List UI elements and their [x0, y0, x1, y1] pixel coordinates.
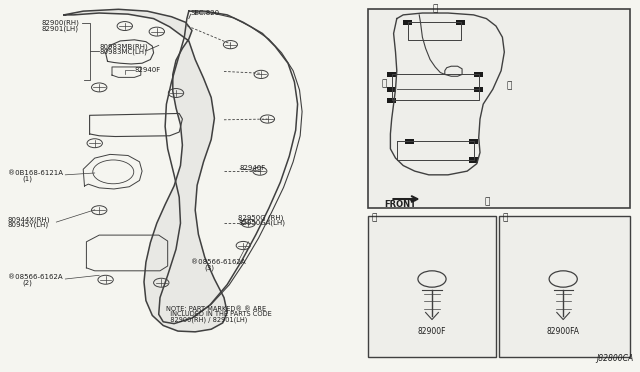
- Bar: [368, 216, 496, 357]
- Text: ®0B168-6121A: ®0B168-6121A: [8, 170, 63, 176]
- Text: FRONT: FRONT: [384, 200, 416, 209]
- Text: Ⓑ: Ⓑ: [485, 197, 490, 206]
- Text: NOTE: PART MARKED® ® ARE: NOTE: PART MARKED® ® ARE: [166, 306, 266, 312]
- Text: 82900(RH): 82900(RH): [42, 20, 79, 26]
- Text: INCLUDED IN THE PARTS CODE: INCLUDED IN THE PARTS CODE: [166, 311, 272, 317]
- Bar: [368, 9, 630, 208]
- Bar: [499, 216, 630, 357]
- Text: Ⓑ: Ⓑ: [507, 81, 512, 90]
- Bar: [403, 20, 412, 25]
- Bar: [469, 157, 478, 163]
- Text: ®08566-6162A: ®08566-6162A: [8, 274, 62, 280]
- Text: 82900FA: 82900FA: [547, 327, 580, 336]
- Text: Ⓑ: Ⓑ: [503, 213, 508, 222]
- Text: Ⓑ: Ⓑ: [381, 79, 387, 88]
- Text: (1): (1): [22, 175, 33, 182]
- Text: 82900F: 82900F: [418, 327, 446, 336]
- Bar: [474, 87, 483, 92]
- Text: (3): (3): [205, 264, 215, 271]
- Text: ®08566-6162A: ®08566-6162A: [191, 259, 245, 265]
- Bar: [456, 20, 465, 25]
- Text: Ⓐ: Ⓐ: [433, 5, 438, 14]
- Text: 80945Y(LH): 80945Y(LH): [8, 221, 49, 228]
- Bar: [387, 72, 396, 77]
- Text: 82901(LH): 82901(LH): [42, 25, 79, 32]
- Bar: [469, 139, 478, 144]
- Bar: [387, 98, 396, 103]
- Polygon shape: [64, 9, 227, 332]
- Text: (2): (2): [22, 279, 32, 286]
- Bar: [474, 72, 483, 77]
- Text: 80983MB(RH): 80983MB(RH): [99, 43, 148, 50]
- Text: 80983MC(LH): 80983MC(LH): [99, 49, 147, 55]
- Text: 82950GA(LH): 82950GA(LH): [238, 220, 285, 227]
- Bar: [405, 139, 414, 144]
- Text: Ⓐ: Ⓐ: [372, 213, 377, 222]
- Bar: [387, 87, 396, 92]
- Text: 82940F: 82940F: [134, 67, 161, 73]
- Text: 82950G (RH): 82950G (RH): [238, 214, 284, 221]
- Text: SEC.820: SEC.820: [191, 10, 220, 16]
- Text: 82940F: 82940F: [240, 165, 266, 171]
- Text: 82900(RH) / 82901(LH): 82900(RH) / 82901(LH): [166, 317, 248, 323]
- Text: 80944X(RH): 80944X(RH): [8, 216, 50, 223]
- Text: J82800CA: J82800CA: [596, 354, 634, 363]
